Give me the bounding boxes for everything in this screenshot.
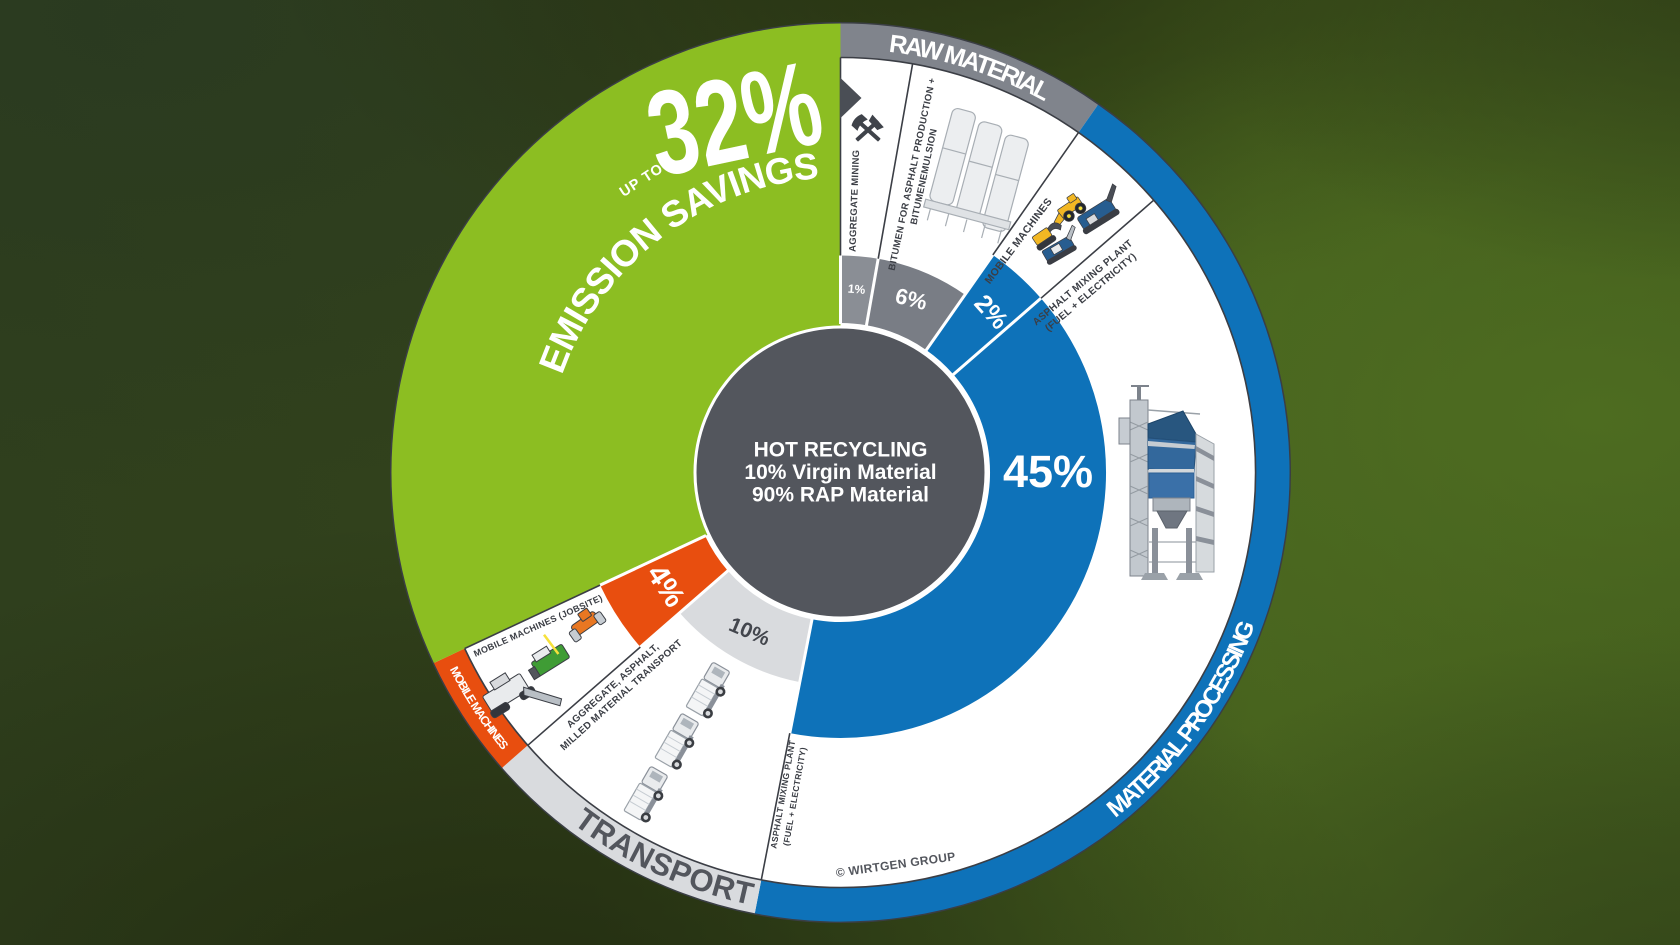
- svg-text:1%: 1%: [847, 281, 866, 296]
- svg-text:45%: 45%: [1003, 446, 1093, 497]
- svg-text:10% Virgin Material: 10% Virgin Material: [744, 461, 936, 484]
- svg-text:90% RAP Material: 90% RAP Material: [752, 484, 929, 507]
- svg-text:AGGREGATE MINING: AGGREGATE MINING: [848, 150, 863, 253]
- svg-text:HOT RECYCLING: HOT RECYCLING: [754, 439, 928, 462]
